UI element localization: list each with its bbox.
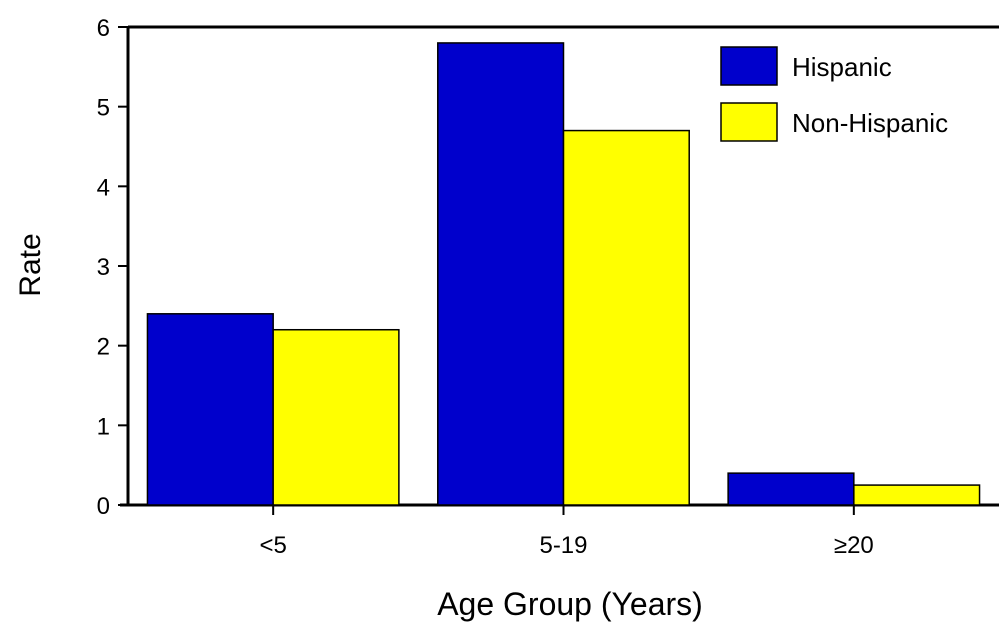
- bar-hispanic-2: [727, 472, 855, 506]
- bar-non-hispanic-1: [562, 129, 690, 506]
- y-tick-label: 4: [97, 174, 110, 201]
- y-tick-label: 5: [97, 95, 110, 122]
- legend-swatch-1: [720, 102, 778, 142]
- bars: [146, 42, 981, 506]
- y-tick-label: 6: [97, 15, 110, 42]
- legend-swatch-0: [720, 46, 778, 86]
- y-tick-label: 1: [97, 413, 110, 440]
- legend-label-1: Non-Hispanic: [792, 108, 948, 138]
- bar-non-hispanic-2: [853, 484, 981, 506]
- bar-non-hispanic-0: [272, 328, 400, 506]
- x-tick-label: <5: [259, 532, 286, 559]
- y-tick-label: 0: [97, 493, 110, 520]
- y-axis-label: Rate: [14, 233, 47, 296]
- x-axis: <5 5-19 ≥20: [259, 505, 874, 559]
- x-axis-label: Age Group (Years): [437, 586, 703, 622]
- legend-label-0: Hispanic: [792, 52, 892, 82]
- legend: Hispanic Non-Hispanic: [720, 46, 948, 142]
- y-axis: 0 1 2 3 4 5 6: [97, 15, 128, 520]
- x-tick-label: 5-19: [539, 532, 587, 559]
- x-tick-label: ≥20: [834, 532, 874, 559]
- bar-hispanic-0: [146, 313, 274, 506]
- y-tick-label: 2: [97, 334, 110, 361]
- y-tick-label: 3: [97, 254, 110, 281]
- bar-hispanic-1: [437, 42, 565, 506]
